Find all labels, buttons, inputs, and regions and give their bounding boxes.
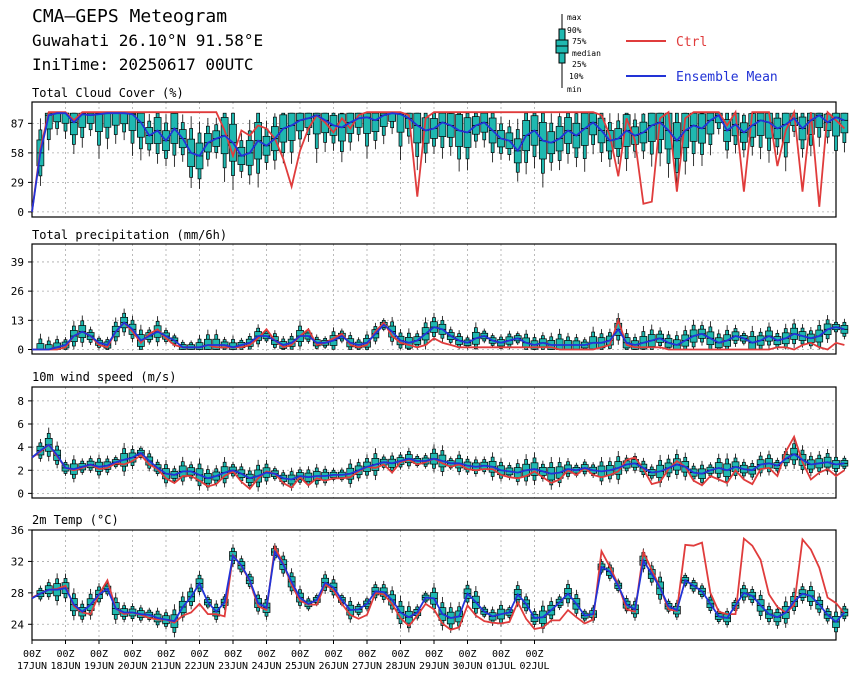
init-time: IniTime: 20250617 00UTC — [32, 55, 254, 74]
box-iqr — [128, 112, 137, 131]
box-iqr — [413, 112, 422, 144]
ctrl-line — [32, 317, 845, 351]
y-tick-label: 32 — [11, 555, 24, 568]
y-tick-label: 4 — [17, 441, 24, 454]
panel-0: Total Cloud Cover (%) 0 29 58 87 — [11, 86, 849, 219]
x-tick-date-label: 01JUL — [486, 661, 516, 672]
y-tick-label: 6 — [17, 418, 24, 431]
x-tick-hour-label: 00Z — [492, 649, 510, 660]
box-iqr — [103, 112, 112, 128]
x-tick-hour-label: 00Z — [425, 649, 443, 660]
ensemble-mean-line — [31, 443, 845, 481]
y-tick-label: 28 — [11, 587, 24, 600]
box-iqr — [363, 112, 371, 134]
x-tick-date-label: 21JUN — [151, 661, 181, 672]
box-iqr — [86, 112, 95, 124]
ensemble-mean-line — [32, 321, 845, 351]
ctrl-line — [31, 434, 845, 491]
x-tick-date-label: 02JUL — [519, 661, 549, 672]
ensemble-mean-line — [31, 112, 845, 213]
panel-title: Total precipitation (mm/6h) — [32, 228, 227, 242]
x-tick-hour-label: 00Z — [90, 649, 108, 660]
x-tick-date-label: 23JUN — [218, 661, 248, 672]
x-tick-date-label: 20JUN — [117, 661, 147, 672]
x-tick-date-label: 28JUN — [385, 661, 415, 672]
y-tick-label: 0 — [17, 487, 24, 500]
station-location: Guwahati 26.10°N 91.58°E — [32, 31, 264, 50]
page-title: CMA—GEPS Meteogram — [32, 6, 228, 27]
y-tick-label: 13 — [11, 314, 24, 327]
x-tick-date-label: 19JUN — [84, 661, 114, 672]
y-tick-label: 2 — [17, 464, 24, 477]
y-tick-label: 29 — [11, 176, 24, 189]
panel-title: 10m wind speed (m/s) — [32, 370, 177, 384]
x-tick-hour-label: 00Z — [23, 649, 41, 660]
y-tick-label: 8 — [17, 395, 24, 408]
panel-title: Total Cloud Cover (%) — [32, 86, 184, 100]
x-tick-date-label: 22JUN — [184, 661, 214, 672]
x-tick-hour-label: 00Z — [257, 649, 275, 660]
x-tick-hour-label: 00Z — [458, 649, 476, 660]
x-tick-hour-label: 00Z — [525, 649, 543, 660]
panel-frame — [31, 386, 837, 499]
y-tick-label: 0 — [17, 344, 24, 357]
box-iqr — [815, 112, 824, 128]
x-tick-hour-label: 00Z — [56, 649, 74, 660]
box-iqr — [312, 112, 321, 135]
x-tick-hour-label: 00Z — [224, 649, 242, 660]
box-iqr — [396, 112, 405, 133]
box-iqr — [120, 112, 128, 125]
x-tick-hour-label: 00Z — [391, 649, 409, 660]
y-tick-label: 26 — [11, 285, 24, 298]
box-iqr — [756, 112, 765, 136]
box-iqr — [371, 112, 380, 132]
panel-title: 2m Temp (°C) — [32, 513, 119, 527]
x-tick-hour-label: 00Z — [123, 649, 141, 660]
panel-frame — [31, 243, 837, 355]
y-tick-label: 87 — [11, 117, 24, 130]
y-tick-label: 39 — [11, 256, 24, 269]
panel-1: Total precipitation (mm/6h) 0 13 26 39 — [11, 228, 849, 357]
panel-3: 2m Temp (°C) 24 28 32 36 — [11, 513, 849, 641]
x-tick-date-label: 27JUN — [352, 661, 382, 672]
box-iqr — [95, 112, 103, 132]
y-tick-label: 58 — [11, 147, 24, 160]
x-tick-hour-label: 00Z — [291, 649, 309, 660]
box-iqr — [781, 112, 790, 144]
ctrl-line — [31, 108, 846, 213]
x-tick-date-label: 25JUN — [285, 661, 315, 672]
box-iqr — [379, 112, 388, 127]
x-tick-date-label: 17JUN — [17, 661, 47, 672]
x-tick-date-label: 24JUN — [251, 661, 281, 672]
x-tick-hour-label: 00Z — [157, 649, 175, 660]
ensemble-mean-line — [31, 549, 846, 624]
x-tick-date-label: 29JUN — [419, 661, 449, 672]
box-iqr — [137, 112, 145, 138]
box-iqr — [840, 112, 849, 134]
x-tick-date-label: 26JUN — [318, 661, 348, 672]
x-tick-date-label: 18JUN — [50, 661, 80, 672]
x-tick-date-label: 30JUN — [452, 661, 482, 672]
box-iqr — [111, 112, 120, 126]
box-iqr — [70, 112, 78, 136]
y-tick-label: 24 — [11, 618, 25, 631]
x-tick-hour-label: 00Z — [324, 649, 342, 660]
y-tick-label: 0 — [17, 206, 24, 219]
x-tick-hour-label: 00Z — [358, 649, 376, 660]
y-tick-label: 36 — [11, 524, 24, 537]
x-tick-hour-label: 00Z — [190, 649, 208, 660]
panel-2: 10m wind speed (m/s) 0 2 4 6 8 — [17, 370, 849, 500]
